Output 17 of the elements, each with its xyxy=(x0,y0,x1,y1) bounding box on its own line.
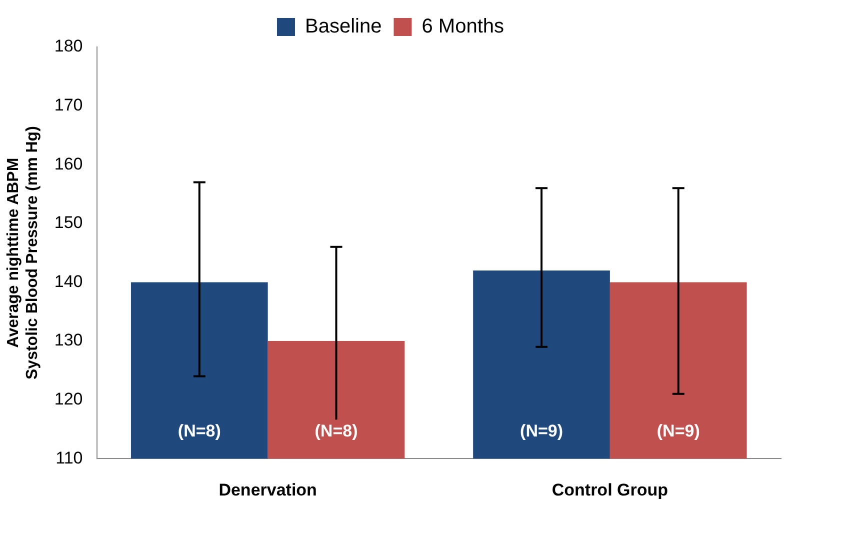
y-tick-label: 140 xyxy=(54,272,83,291)
y-tick-label: 150 xyxy=(54,213,83,232)
legend-label: Baseline xyxy=(305,16,382,38)
annotation: (N=9) xyxy=(520,421,564,440)
y-tick-label: 170 xyxy=(54,95,83,114)
y-tick-label: 110 xyxy=(56,448,83,468)
x-tick-label: Denervation xyxy=(218,480,317,500)
annotation: (N=8) xyxy=(314,421,358,440)
x-tick-label: Control Group xyxy=(552,480,668,500)
y-tick-label: 120 xyxy=(54,389,83,408)
y-tick-label: 180 xyxy=(54,36,83,56)
y-tick-label: 130 xyxy=(54,330,83,350)
y-axis-title: Average nighttime ABPM Systolic Blood Pressure (mm Hg) xyxy=(5,126,42,380)
legend-label: 6 Months xyxy=(422,16,504,38)
y-tick-label: 160 xyxy=(54,154,83,174)
annotation: (N=8) xyxy=(178,421,221,440)
annotation: (N=9) xyxy=(656,421,700,440)
